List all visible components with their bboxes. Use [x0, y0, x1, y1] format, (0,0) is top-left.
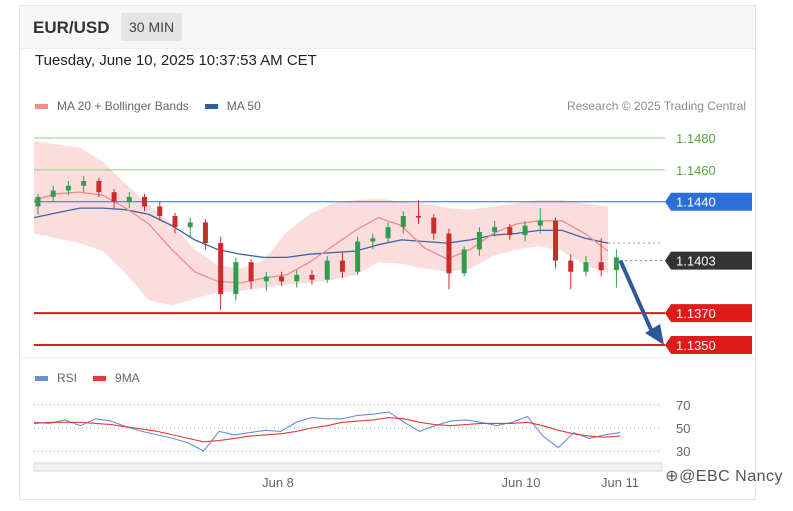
price-level-label-1-1480: 1.1480: [676, 131, 716, 146]
ma20-legend-swatch: [35, 103, 48, 109]
candle-body: [248, 262, 254, 282]
candle-body: [263, 276, 269, 282]
candle-body: [339, 260, 345, 272]
x-tick-label: Jun 11: [601, 475, 639, 490]
ma9-legend-label: 9MA: [115, 371, 140, 385]
candle-body: [35, 196, 41, 207]
rsi-tick-label: 30: [676, 444, 690, 459]
price-tag-1-1403: [665, 251, 752, 270]
candle-body: [446, 233, 452, 274]
ma50-legend-swatch: [204, 103, 218, 109]
candle-body: [126, 196, 132, 202]
candle-body: [613, 257, 619, 271]
price-tag-label-1-1370: 1.1370: [676, 306, 716, 321]
candle-body: [111, 192, 117, 202]
candle-body: [461, 249, 467, 274]
candle-body: [50, 190, 56, 197]
rsi-tick-label: 70: [676, 398, 690, 413]
candle-body: [522, 225, 528, 236]
candle-body: [202, 222, 208, 244]
rsi-legend-label: RSI: [57, 371, 78, 385]
candle-body: [370, 238, 376, 242]
candle-body: [355, 241, 361, 272]
candle-body: [96, 180, 102, 193]
price-tag-1-1440: [665, 192, 752, 211]
candle-body: [324, 260, 330, 280]
candle-body: [400, 216, 406, 228]
chart-datetime: Tuesday, June 10, 2025 10:37:53 AM CET: [35, 52, 317, 69]
candle-body: [279, 276, 285, 282]
rsi-line: [33, 411, 621, 452]
projection-arrow-shaft: [618, 259, 655, 335]
ma20-legend-label: MA 20 + Bollinger Bands: [57, 99, 189, 113]
candle-body: [385, 227, 391, 239]
price-tag-1-1350: [665, 336, 752, 354]
chart-header: EUR/USD 30 MIN: [20, 6, 755, 49]
candle-body: [476, 231, 482, 250]
candle-body: [416, 216, 422, 218]
pair-title: EUR/USD: [33, 18, 110, 37]
rsi-tick-label: 50: [676, 421, 690, 436]
x-tick-label: Jun 8: [262, 475, 294, 490]
candle-body: [294, 274, 300, 282]
candle-body: [553, 220, 559, 261]
candle-body: [492, 227, 498, 232]
candle-body: [309, 274, 315, 280]
projection-arrow-head: [645, 324, 664, 345]
candle-body: [583, 262, 589, 272]
price-tag-label-1-1440: 1.1440: [676, 195, 716, 210]
candle-body: [507, 227, 513, 236]
ma50-legend-label: MA 50: [226, 99, 261, 113]
candle-body: [187, 222, 193, 228]
timeframe-badge[interactable]: 30 MIN: [121, 13, 183, 41]
price-level-label-1-1460: 1.1460: [676, 163, 716, 178]
rsi-legend-swatch: [35, 375, 48, 381]
candle-body: [142, 196, 148, 207]
candle-body: [537, 220, 543, 226]
candle-body: [568, 260, 574, 272]
ma9-legend-swatch: [93, 375, 107, 381]
timeline-scrollbar[interactable]: [33, 462, 663, 472]
price-tag-label-1-1350: 1.1350: [676, 338, 716, 353]
rsi-legend: RSI 9MA: [35, 371, 140, 385]
candle-body: [65, 185, 71, 191]
candle-body: [598, 262, 604, 271]
candle-body: [218, 243, 224, 295]
rsi-9ma-line: [33, 417, 621, 443]
candle-body: [81, 180, 87, 186]
candle-body: [431, 217, 437, 234]
candle-body: [157, 206, 163, 217]
candle-body: [172, 216, 178, 228]
price-tag-1-1370: [665, 304, 752, 323]
candle-body: [233, 262, 239, 295]
watermark: ⊕@EBC Nancy: [665, 468, 783, 485]
price-tag-label-1-1403: 1.1403: [676, 254, 716, 269]
ma20-line: [33, 191, 609, 284]
research-credit: Research © 2025 Trading Central: [567, 99, 746, 113]
main-legend: MA 20 + Bollinger Bands MA 50: [35, 99, 261, 113]
x-tick-label: Jun 10: [501, 475, 540, 490]
